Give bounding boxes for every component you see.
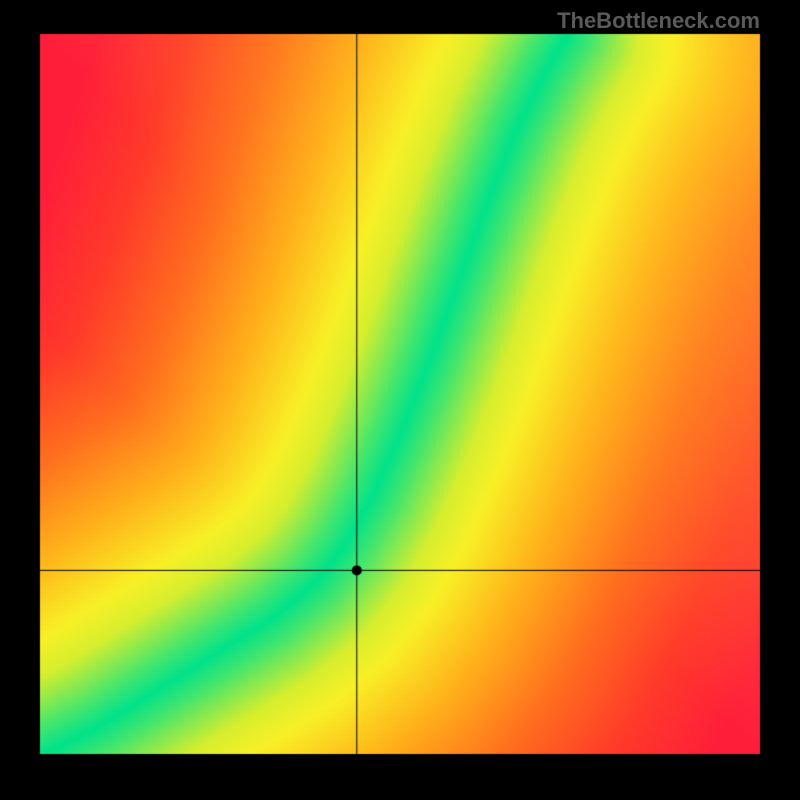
heatmap-canvas (0, 0, 800, 800)
chart-container: TheBottleneck.com (0, 0, 800, 800)
watermark-text: TheBottleneck.com (557, 8, 760, 34)
